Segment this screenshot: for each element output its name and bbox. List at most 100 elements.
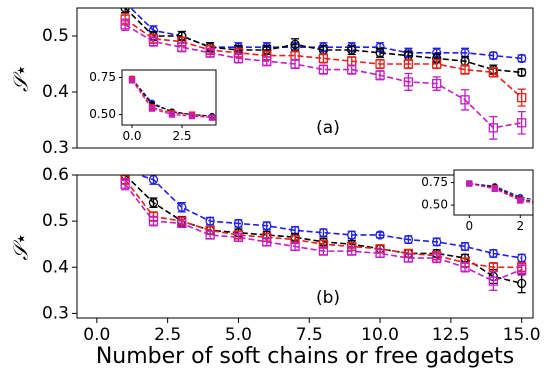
plot-area	[128, 75, 216, 121]
marker	[460, 262, 470, 272]
x-tick-label: 0	[465, 219, 473, 233]
y-axis-label: 𝒮⋆	[9, 64, 33, 92]
marker	[460, 64, 470, 75]
error-bar	[489, 271, 498, 291]
y-tick-label: 0.5	[42, 26, 69, 46]
marker	[543, 203, 548, 208]
marker	[432, 237, 442, 247]
marker	[128, 77, 136, 84]
marker	[466, 180, 473, 187]
marker	[347, 230, 357, 240]
marker	[403, 253, 414, 263]
x-tick-label: 15.0	[503, 325, 541, 345]
marker	[318, 228, 329, 238]
marker	[120, 179, 130, 189]
marker	[347, 246, 357, 256]
marker	[403, 77, 414, 87]
y-tick-label: 0.50	[421, 198, 448, 212]
x-axis-label: Number of soft chains or free gadgets	[96, 344, 514, 369]
error-bar	[543, 203, 548, 205]
marker	[347, 45, 357, 55]
error-bar	[121, 0, 129, 7]
y-tick-label: 0.3	[42, 138, 69, 158]
y-tick-label: 0.4	[42, 257, 69, 277]
y-tick-label: 0.75	[421, 175, 448, 189]
marker	[148, 36, 159, 47]
marker	[432, 78, 442, 89]
y-tick-label: 0.75	[89, 70, 116, 84]
marker	[262, 237, 272, 247]
panel: 0.50 0.75 0 2	[421, 169, 548, 233]
marker	[347, 64, 357, 75]
series-line	[469, 182, 533, 204]
marker	[121, 0, 129, 6]
marker	[290, 241, 300, 252]
marker	[375, 230, 385, 240]
panel-label: (b)	[316, 288, 340, 308]
marker	[543, 202, 548, 207]
error-bar	[189, 113, 195, 119]
marker	[460, 241, 470, 252]
error-bar	[543, 204, 548, 206]
marker	[205, 48, 215, 58]
marker	[491, 185, 498, 193]
error-bar	[543, 202, 548, 204]
marker	[432, 253, 442, 263]
marker	[148, 216, 159, 226]
marker	[168, 111, 176, 118]
marker	[517, 118, 527, 128]
error-bar	[517, 199, 523, 203]
axes-frame	[76, 174, 534, 319]
marker	[488, 50, 498, 61]
error-bar	[461, 89, 470, 111]
series-line	[124, 8, 522, 74]
error-bar	[209, 115, 215, 120]
marker	[177, 202, 187, 212]
plot-background	[454, 170, 533, 215]
error-bar	[517, 110, 526, 135]
marker	[148, 175, 159, 185]
marker	[148, 105, 156, 112]
x-tick-label: 12.5	[432, 325, 470, 345]
marker	[208, 114, 216, 121]
marker	[233, 53, 244, 64]
marker	[517, 278, 527, 289]
series-line	[124, 18, 523, 99]
panel: 0.50 0.75 0.0 2.5	[89, 69, 217, 143]
marker	[188, 112, 196, 120]
marker	[488, 67, 498, 78]
error-bar	[466, 181, 472, 186]
x-tick-label: 7.5	[296, 325, 323, 345]
marker	[290, 59, 300, 69]
error-bar	[543, 203, 548, 205]
marker	[375, 248, 385, 259]
marker	[177, 218, 187, 229]
marker	[543, 202, 548, 207]
marker	[403, 234, 414, 245]
series-line	[131, 78, 213, 117]
plot-area	[120, 0, 527, 140]
y-axis-label: 𝒮⋆	[9, 233, 33, 261]
y-tick-label: 0.50	[89, 107, 116, 121]
y-tick-label: 0.3	[42, 303, 69, 323]
marker	[375, 59, 385, 69]
x-tick-label: 0.0	[122, 129, 141, 143]
error-bar	[492, 187, 498, 191]
marker	[488, 248, 498, 259]
x-tick-label: 10.0	[361, 325, 399, 345]
marker	[290, 39, 300, 50]
marker	[205, 216, 215, 226]
marker	[460, 95, 470, 105]
marker	[262, 221, 272, 231]
marker	[318, 246, 329, 256]
error-bar	[404, 72, 413, 91]
error-bar	[517, 88, 526, 107]
marker	[517, 53, 527, 64]
marker	[205, 230, 215, 240]
panel-label: (a)	[316, 118, 340, 138]
plot-area	[466, 180, 548, 208]
x-tick-label: 5.0	[225, 325, 252, 345]
marker	[543, 200, 548, 205]
marker	[488, 276, 498, 286]
